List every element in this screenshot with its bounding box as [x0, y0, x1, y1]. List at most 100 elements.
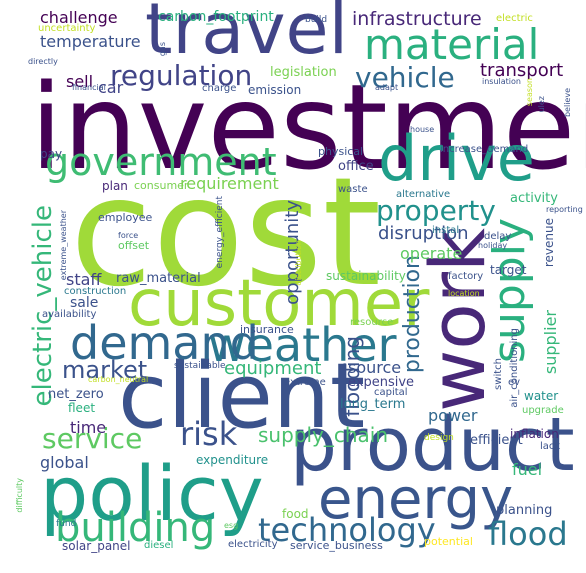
- word-food: food: [282, 507, 309, 521]
- word-reporting: reporting: [546, 205, 583, 214]
- word-difficulty: difficulty: [15, 478, 24, 513]
- word-insurance: insurance: [240, 323, 294, 336]
- word-weather: weather: [208, 318, 397, 372]
- word-charge: charge: [202, 83, 237, 94]
- word-directly: directly: [28, 57, 58, 66]
- word-fund: fund: [56, 519, 77, 529]
- word-diesel: diesel: [144, 540, 174, 551]
- word-car: car: [98, 78, 124, 97]
- word-time: time: [70, 418, 107, 437]
- word-service-business: service_business: [290, 539, 383, 552]
- word-global: global: [40, 453, 89, 472]
- word-instal: instal: [432, 225, 460, 236]
- word-demand: demand: [70, 316, 259, 370]
- word-lack: lack: [540, 441, 561, 452]
- word-financial: financial: [72, 83, 106, 92]
- word-long-term: long_term: [340, 397, 406, 412]
- word-delay: delay: [484, 231, 512, 242]
- word-waste: waste: [338, 184, 368, 195]
- word-requirement: requirement: [180, 174, 279, 193]
- word-staff: staff: [66, 270, 102, 289]
- word-customer: customer: [128, 267, 430, 341]
- word-ev: ev: [508, 377, 521, 388]
- word-planning: planning: [496, 503, 553, 518]
- word-water: water: [524, 389, 559, 403]
- word-electric-vehicle: electric_vehicle: [28, 205, 58, 407]
- word-design: design: [424, 433, 454, 443]
- word-revenue: revenue: [542, 218, 556, 268]
- word-equipment: equipment: [224, 358, 322, 379]
- word-property: property: [376, 194, 496, 227]
- word-net-zero: net_zero: [48, 387, 104, 402]
- word-esg: esg: [224, 521, 239, 530]
- word-extreme-weather: extreme_weather: [59, 210, 68, 281]
- word-electric: electric: [496, 13, 533, 24]
- word-inflation: inflation: [510, 427, 559, 441]
- word-offset: offset: [118, 239, 150, 252]
- word-plan: plan: [102, 179, 128, 193]
- word-build: build: [305, 15, 328, 25]
- word-carbon-footprint: carbon_footprint: [158, 9, 274, 25]
- word-vehicle: vehicle: [355, 61, 455, 94]
- word-disruption: disruption: [378, 223, 469, 244]
- word-consumer: consumer: [134, 179, 189, 192]
- word-carbon-neutral: carbon_neutral: [88, 375, 149, 384]
- word-force: force: [118, 231, 139, 240]
- word-power: power: [428, 406, 478, 425]
- word-investment: investment: [30, 58, 586, 196]
- word-target: target: [490, 263, 527, 277]
- word-house: house: [410, 125, 435, 134]
- word-service: service: [42, 422, 143, 455]
- word-market: market: [62, 356, 148, 384]
- word-challenge: challenge: [40, 8, 118, 27]
- word-energy-efficient: energy_efficient: [215, 196, 225, 269]
- word-physical: physical: [318, 145, 364, 158]
- word-insulation: insulation: [482, 77, 521, 86]
- word-resource: resource: [350, 317, 394, 328]
- word-potential: potential: [424, 535, 473, 548]
- word-transport: transport: [480, 60, 564, 81]
- word-supplier: supplier: [541, 310, 560, 375]
- word-air-conditioning: air_conditioning: [509, 328, 520, 408]
- word-travel: travel: [145, 0, 349, 70]
- word-capital: capital: [374, 387, 408, 398]
- word-material: material: [364, 20, 540, 69]
- word-infrastructure: infrastructure: [352, 8, 482, 30]
- word-drive: drive: [378, 122, 535, 195]
- word-solar-panel: solar_panel: [62, 539, 131, 553]
- word-raw-material: raw_material: [116, 271, 201, 286]
- word-location: location: [448, 289, 480, 298]
- word-fleet: fleet: [68, 401, 96, 415]
- word-pay: pay: [40, 147, 63, 161]
- word-adapt: adapt: [375, 83, 399, 92]
- word-efficient: efficient: [470, 433, 523, 448]
- word-source: source: [348, 358, 402, 377]
- word-electricity: electricity: [228, 539, 278, 550]
- word-client: client: [118, 344, 366, 449]
- word-supply-chain: supply_chain: [258, 423, 389, 447]
- word-regulation: regulation: [110, 59, 253, 92]
- word-holiday: holiday: [478, 241, 508, 250]
- word-government: government: [45, 140, 277, 184]
- word-energy: energy: [318, 467, 514, 532]
- word-sustainable: sustainable: [174, 361, 226, 371]
- word-flood: flood: [488, 515, 568, 553]
- word-sustainability: sustainability: [326, 269, 406, 283]
- word-office: office: [338, 159, 374, 174]
- word-sale: sale: [70, 295, 99, 311]
- word-legislation: legislation: [270, 65, 337, 80]
- word-fuel: fuel: [512, 460, 543, 479]
- word-expenditure: expenditure: [196, 453, 269, 467]
- word-emission: emission: [248, 83, 302, 97]
- word-construction: construction: [64, 286, 127, 297]
- word-gas: gas: [158, 42, 167, 57]
- word-policy: policy: [40, 449, 264, 538]
- word-temperature: temperature: [40, 32, 141, 51]
- word-upgrade: upgrade: [522, 405, 564, 416]
- word-distribution: distribution: [294, 240, 303, 286]
- word-cost: cost: [70, 146, 382, 320]
- word-activity: activity: [510, 191, 558, 206]
- word-sell: sell: [66, 72, 94, 91]
- word-believe: believe: [563, 88, 572, 118]
- word-product: product: [290, 402, 575, 488]
